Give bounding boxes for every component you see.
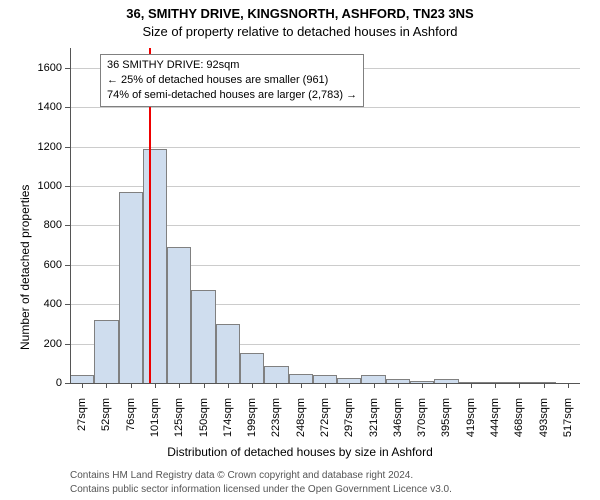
y-tick-label: 1400 bbox=[22, 101, 62, 113]
histogram-bar bbox=[167, 247, 191, 383]
annotation-smaller-pct: ← 25% of detached houses are smaller (96… bbox=[107, 73, 357, 88]
chart-title-description: Size of property relative to detached ho… bbox=[0, 24, 600, 39]
chart-plot-area: 0200400600800100012001400160027sqm52sqm7… bbox=[70, 48, 580, 383]
x-axis-label: Distribution of detached houses by size … bbox=[0, 445, 600, 459]
chart-title-address: 36, SMITHY DRIVE, KINGSNORTH, ASHFORD, T… bbox=[0, 6, 600, 21]
histogram-bar bbox=[313, 375, 337, 383]
histogram-bar bbox=[240, 353, 264, 383]
histogram-bar bbox=[94, 320, 118, 383]
x-axis-line bbox=[70, 383, 580, 384]
histogram-bar bbox=[216, 324, 240, 383]
histogram-bar bbox=[289, 374, 313, 383]
y-axis-line bbox=[70, 48, 71, 383]
annotation-property-size: 36 SMITHY DRIVE: 92sqm bbox=[107, 58, 357, 73]
y-tick-label: 1200 bbox=[22, 141, 62, 153]
y-tick-label: 1600 bbox=[22, 62, 62, 74]
annotation-larger-pct: 74% of semi-detached houses are larger (… bbox=[107, 88, 357, 103]
y-tick-label: 0 bbox=[22, 377, 62, 389]
histogram-bar bbox=[191, 290, 215, 383]
histogram-bar bbox=[143, 149, 167, 384]
histogram-bar bbox=[119, 192, 143, 383]
grid-line bbox=[70, 107, 580, 108]
histogram-bar bbox=[70, 375, 94, 383]
histogram-bar bbox=[264, 366, 288, 383]
attribution-line1: Contains HM Land Registry data © Crown c… bbox=[70, 470, 413, 481]
histogram-bar bbox=[361, 375, 385, 383]
attribution-line2: Contains public sector information licen… bbox=[70, 484, 452, 495]
y-axis-label: Number of detached properties bbox=[18, 185, 32, 350]
annotation-box: 36 SMITHY DRIVE: 92sqm← 25% of detached … bbox=[100, 54, 364, 107]
grid-line bbox=[70, 147, 580, 148]
